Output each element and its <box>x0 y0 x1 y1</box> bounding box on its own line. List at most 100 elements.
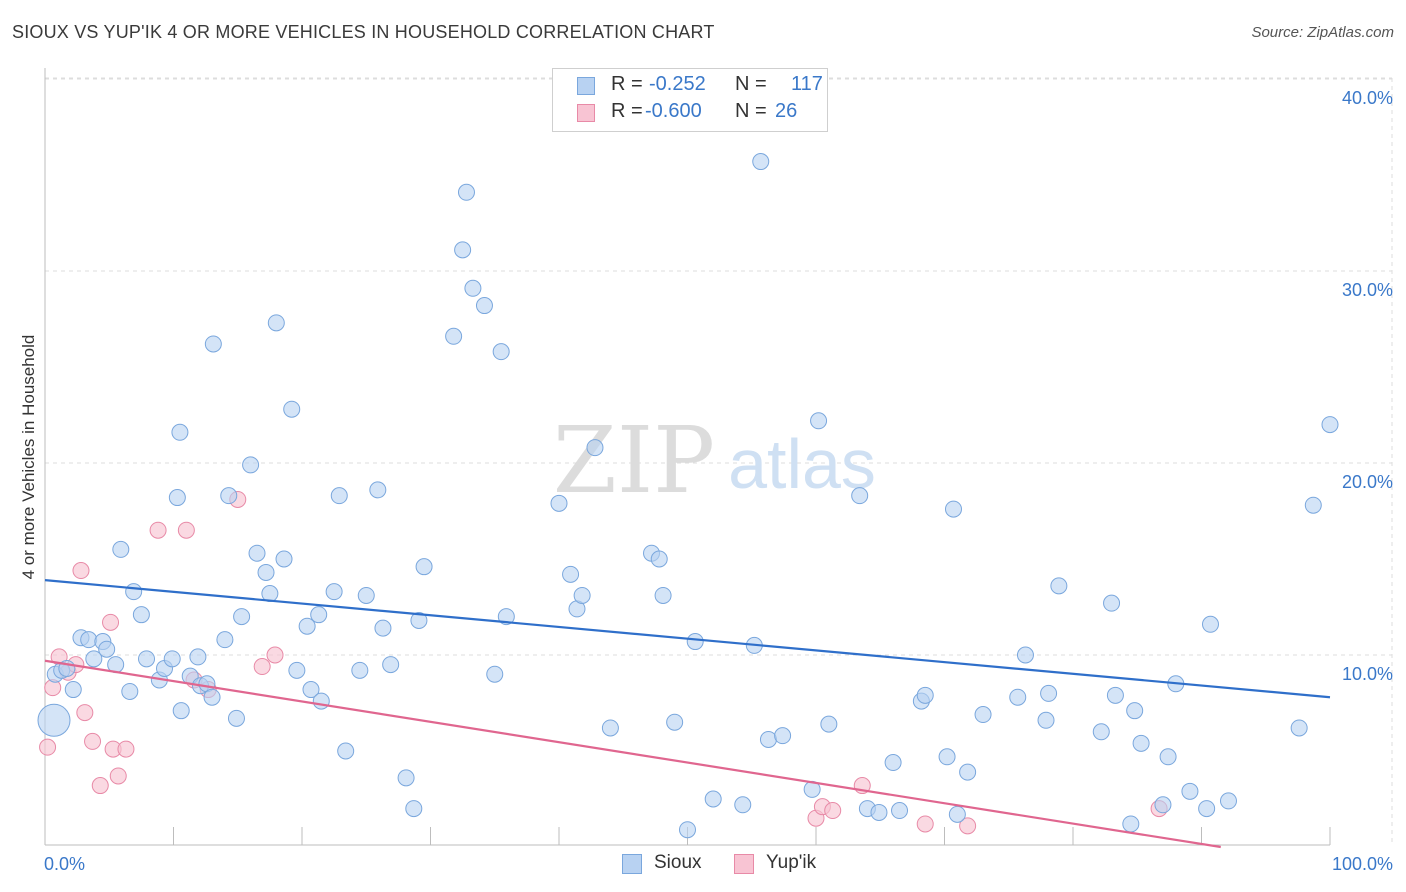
axis-labels: 10.0% 20.0% 30.0% 40.0% 0.0% 100.0% 4 or more … <box>19 88 1393 874</box>
sioux-point <box>891 802 909 820</box>
sioux-point <box>1159 748 1177 766</box>
sioux-point <box>1016 646 1034 664</box>
sioux-point <box>486 665 504 683</box>
sioux-point <box>204 335 222 353</box>
sioux-point <box>168 489 186 507</box>
x-tick-label: 100.0% <box>1332 854 1393 874</box>
sioux-point <box>562 565 580 583</box>
sioux-point <box>1181 782 1199 800</box>
sioux-point <box>80 631 98 649</box>
sioux-point <box>870 803 888 821</box>
yupik-point <box>109 767 127 785</box>
yupik-point <box>824 802 842 820</box>
sioux-point <box>1304 496 1322 514</box>
sioux-point <box>851 487 869 505</box>
yupik-point <box>177 521 195 539</box>
sioux-point <box>1106 686 1124 704</box>
sioux-point <box>302 681 320 699</box>
source-label: Source: ZipAtlas.com <box>1251 24 1394 41</box>
sioux-point <box>679 821 696 839</box>
sioux-point <box>1201 615 1219 633</box>
sioux-point <box>944 500 962 518</box>
sioux-point <box>37 703 71 737</box>
sioux-point <box>1321 416 1339 434</box>
sioux-swatch <box>577 77 595 95</box>
yupik-legend-label: Yup'ik <box>766 852 817 873</box>
sioux-point <box>492 343 510 361</box>
sioux-point <box>959 763 977 781</box>
sioux-point <box>586 439 604 457</box>
sioux-point <box>475 297 493 315</box>
sioux-point <box>1154 796 1172 814</box>
sioux-point <box>98 640 116 658</box>
sioux-point <box>163 650 181 668</box>
sioux-point <box>112 540 130 558</box>
sioux-point <box>457 183 475 201</box>
sioux-point <box>233 608 251 626</box>
legend-r-value: -0.600 <box>645 100 702 122</box>
sioux-point <box>601 719 619 737</box>
legend-n-label: N = <box>735 73 767 95</box>
sioux-point <box>351 661 369 679</box>
yupik-point <box>149 521 167 539</box>
y-tick-label: 20.0% <box>1342 472 1393 492</box>
sioux-point <box>138 650 156 668</box>
sioux-point <box>810 412 828 430</box>
sioux-point <box>1009 688 1027 706</box>
sioux-point <box>1132 734 1150 752</box>
trend-lines <box>44 579 1331 849</box>
yupik-point <box>266 646 284 664</box>
watermark: ZIP atlas <box>553 407 876 514</box>
sioux-point <box>64 681 82 699</box>
sioux-point <box>916 686 934 704</box>
legend-n-value: 117 <box>791 73 823 95</box>
sioux-point <box>283 400 301 418</box>
sioux-point <box>397 769 415 787</box>
sioux-point <box>357 586 375 604</box>
sioux-point <box>405 800 423 818</box>
legend-r-label: R = <box>611 100 643 122</box>
yupik-point <box>91 777 109 795</box>
yupik-point <box>117 740 135 758</box>
sioux-point <box>203 688 221 706</box>
sioux-point <box>382 656 400 674</box>
sioux-point <box>125 583 143 601</box>
sioux-points <box>37 153 1339 839</box>
sioux-point <box>1092 723 1110 741</box>
yupik-point <box>72 562 90 580</box>
sioux-point <box>774 727 792 745</box>
yupik-point <box>253 658 271 676</box>
sioux-point <box>242 456 260 474</box>
sioux-point <box>220 487 238 505</box>
sioux-point <box>573 586 591 604</box>
sioux-point <box>938 748 956 766</box>
y-tick-label: 40.0% <box>1342 88 1393 108</box>
yupik-point <box>84 732 102 750</box>
sioux-point <box>288 661 306 679</box>
sioux-point <box>1198 800 1216 818</box>
sioux-point <box>1040 684 1058 702</box>
sioux-point <box>752 153 770 171</box>
watermark-zip: ZIP <box>553 407 715 514</box>
sioux-point <box>1037 711 1055 729</box>
sioux-point <box>85 650 103 668</box>
sioux-point <box>248 544 266 562</box>
sioux-point <box>704 790 722 808</box>
sioux-point <box>189 648 207 666</box>
sioux-point <box>650 550 668 568</box>
sioux-point <box>1290 719 1308 737</box>
sioux-point <box>172 702 190 720</box>
sioux-point <box>1219 792 1237 810</box>
sioux-point <box>445 327 463 345</box>
sioux-point <box>666 713 684 731</box>
sioux-legend-label: Sioux <box>654 852 702 873</box>
y-axis-title: 4 or more Vehicles in Household <box>19 335 38 580</box>
legend-n-value: 26 <box>775 100 798 122</box>
sioux-point <box>734 796 752 814</box>
sioux-point <box>1103 594 1121 612</box>
yupik-points <box>39 490 1168 835</box>
legend-r-label: R = <box>611 73 643 95</box>
sioux-point <box>1122 815 1140 833</box>
yupik-point <box>959 817 977 835</box>
